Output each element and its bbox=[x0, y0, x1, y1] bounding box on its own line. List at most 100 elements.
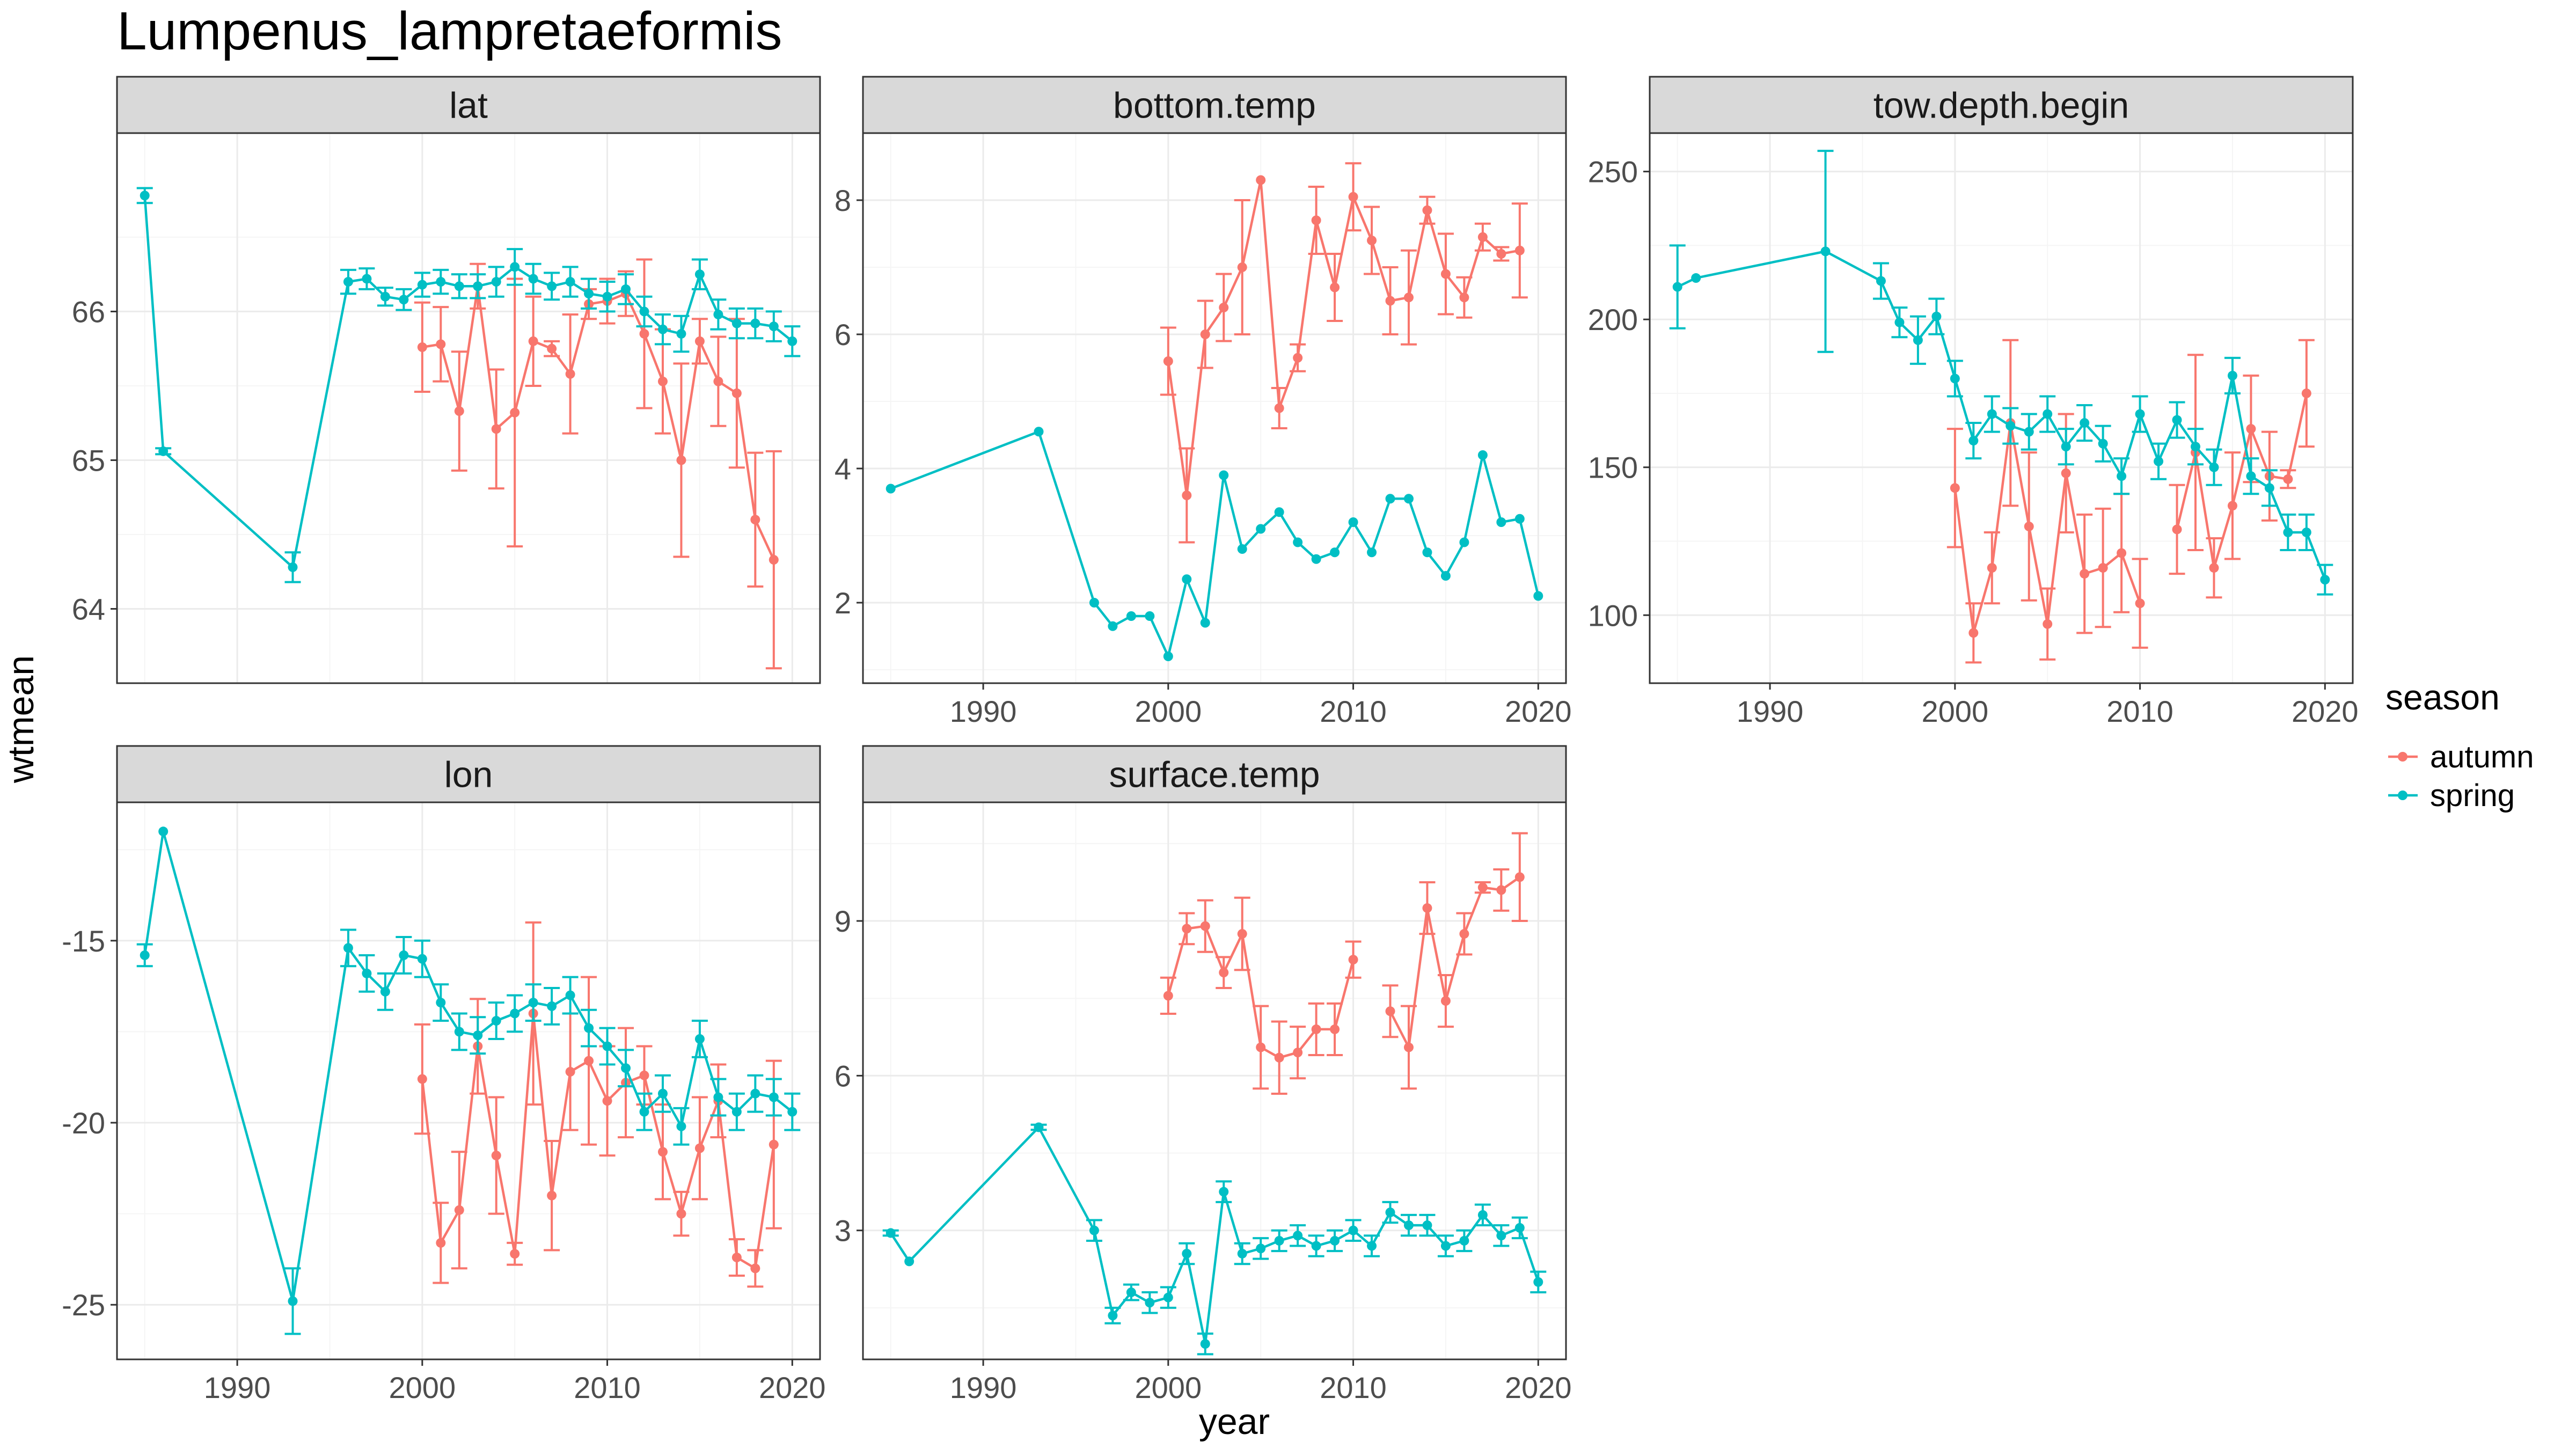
data-point bbox=[621, 284, 631, 294]
data-point bbox=[565, 1067, 575, 1077]
data-point bbox=[1348, 955, 1358, 965]
data-point bbox=[1274, 1235, 1284, 1246]
data-point bbox=[1367, 236, 1377, 245]
data-point bbox=[602, 1041, 612, 1051]
data-point bbox=[1237, 544, 1247, 554]
y-tick-label: 3 bbox=[835, 1214, 851, 1248]
data-point bbox=[1876, 276, 1886, 286]
facet-strip-label: lat bbox=[449, 85, 488, 126]
data-point bbox=[1672, 282, 1682, 292]
data-point bbox=[1293, 353, 1303, 363]
data-point bbox=[528, 998, 538, 1008]
panel-border bbox=[1649, 132, 2354, 684]
facet-strip bbox=[862, 76, 1567, 134]
data-point bbox=[510, 1249, 520, 1259]
data-point bbox=[2061, 442, 2071, 452]
data-point bbox=[343, 277, 353, 287]
data-point bbox=[2154, 456, 2164, 466]
data-point bbox=[731, 318, 742, 328]
data-point bbox=[1894, 317, 1905, 327]
data-point bbox=[454, 1205, 464, 1215]
x-tick-label: 2010 bbox=[1320, 1371, 1387, 1404]
legend-key-point bbox=[2398, 752, 2407, 762]
data-point bbox=[1108, 621, 1118, 631]
y-tick-label: 6 bbox=[835, 318, 851, 352]
data-point bbox=[1219, 303, 1229, 312]
data-point bbox=[1256, 1243, 1266, 1254]
facet-strip bbox=[116, 745, 821, 803]
y-tick-label: -20 bbox=[62, 1106, 105, 1140]
data-point bbox=[528, 274, 538, 284]
data-point bbox=[584, 1023, 594, 1033]
facet-strip bbox=[1649, 76, 2354, 134]
y-tick-label: -15 bbox=[62, 924, 105, 958]
data-point bbox=[1931, 311, 1942, 321]
data-point bbox=[1496, 517, 1506, 527]
data-point bbox=[1237, 1248, 1247, 1258]
data-point bbox=[1330, 282, 1340, 292]
y-tick-label: 2 bbox=[835, 586, 851, 620]
data-point bbox=[1440, 1241, 1451, 1251]
data-point bbox=[1108, 1311, 1118, 1321]
data-point bbox=[1422, 547, 1432, 558]
data-point bbox=[657, 376, 668, 386]
data-point bbox=[1089, 1225, 1099, 1235]
x-tick-label: 2020 bbox=[1505, 694, 1572, 728]
data-point bbox=[1477, 1210, 1488, 1220]
data-point bbox=[1459, 929, 1469, 939]
data-point bbox=[1256, 1042, 1266, 1052]
series-line bbox=[143, 195, 793, 570]
data-point bbox=[1514, 514, 1525, 524]
data-point bbox=[1459, 1235, 1469, 1246]
y-tick-label: 64 bbox=[72, 592, 105, 626]
data-point bbox=[491, 424, 501, 434]
data-point bbox=[2190, 442, 2200, 452]
data-point bbox=[417, 1074, 427, 1084]
data-point bbox=[1163, 991, 1173, 1001]
data-point bbox=[1200, 330, 1210, 339]
data-point bbox=[694, 336, 705, 346]
data-point bbox=[1293, 1048, 1303, 1058]
facet-panels: lat 64 65 66 bottom.temp 2 4 6 8 1990 2000 2010 2020… bbox=[62, 76, 2359, 1404]
data-point bbox=[288, 562, 298, 572]
data-point bbox=[547, 281, 557, 291]
data-point bbox=[1182, 491, 1192, 500]
series-autumn bbox=[414, 258, 782, 670]
data-point bbox=[1385, 1006, 1395, 1016]
x-tick-label: 1990 bbox=[950, 1371, 1017, 1404]
data-point bbox=[491, 1016, 501, 1026]
data-point bbox=[362, 274, 372, 284]
data-point bbox=[1514, 245, 1525, 255]
data-point bbox=[1477, 232, 1488, 242]
data-point bbox=[769, 555, 779, 565]
data-point bbox=[1440, 269, 1451, 279]
data-point bbox=[621, 1063, 631, 1073]
data-point bbox=[1691, 273, 1701, 283]
data-point bbox=[676, 1209, 686, 1219]
data-point bbox=[1237, 262, 1247, 272]
y-tick-label: 9 bbox=[835, 904, 851, 938]
data-point bbox=[1950, 483, 1960, 493]
facet-panel-surface-temp: surface.temp 3 6 9 1990 2000 2010 2020 bbox=[835, 745, 1572, 1404]
y-tick-label: 66 bbox=[72, 295, 105, 328]
data-point bbox=[565, 369, 575, 379]
legend-title: season bbox=[2385, 677, 2500, 717]
x-tick-label: 2000 bbox=[1135, 1371, 1202, 1404]
series-line bbox=[143, 831, 793, 1302]
data-point bbox=[1274, 403, 1284, 413]
data-point bbox=[565, 990, 575, 1000]
data-point bbox=[1330, 1024, 1340, 1034]
data-point bbox=[1293, 537, 1303, 547]
data-point bbox=[1514, 1223, 1525, 1233]
data-point bbox=[1403, 292, 1414, 303]
series-spring bbox=[136, 826, 801, 1335]
data-point bbox=[750, 318, 760, 328]
legend-label: spring bbox=[2430, 778, 2515, 813]
facet-panel-lat: lat 64 65 66 bbox=[72, 76, 821, 684]
facet-strip bbox=[116, 76, 821, 134]
y-tick-label: 6 bbox=[835, 1059, 851, 1093]
series-line bbox=[421, 1013, 775, 1271]
data-point bbox=[158, 826, 169, 837]
legend-entry-autumn: autumn bbox=[2388, 740, 2534, 774]
data-point bbox=[1330, 1235, 1340, 1246]
